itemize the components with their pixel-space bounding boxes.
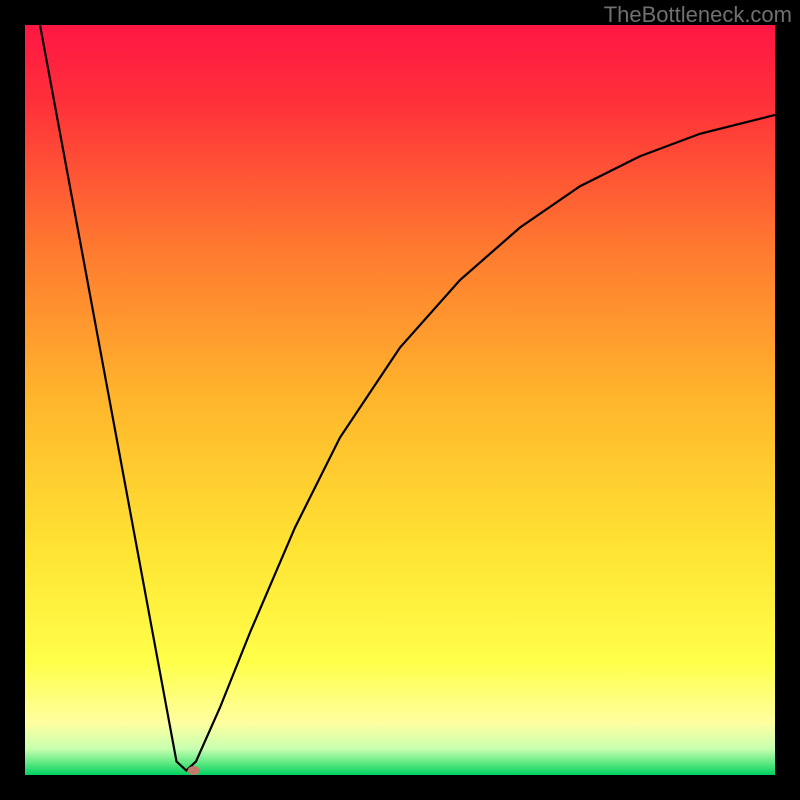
minimum-marker (188, 766, 200, 775)
chart-background (25, 25, 775, 775)
chart-svg (25, 25, 775, 775)
bottleneck-chart (25, 25, 775, 775)
watermark-text: TheBottleneck.com (604, 2, 792, 28)
